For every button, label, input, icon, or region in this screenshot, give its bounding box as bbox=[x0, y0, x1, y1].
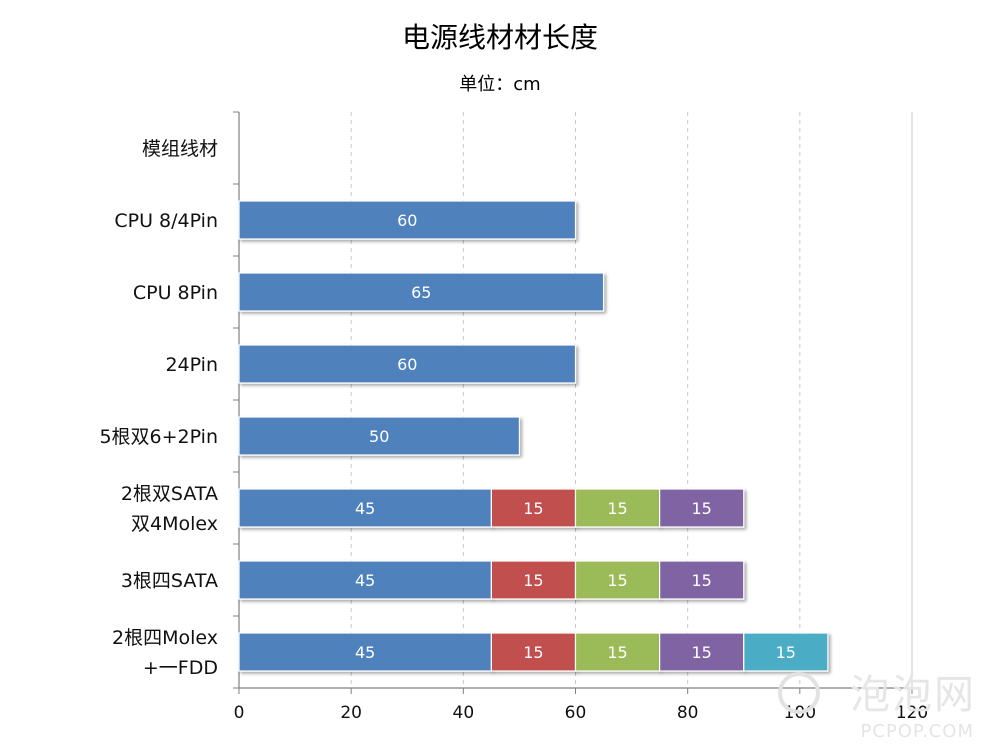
bar-segment bbox=[238, 488, 492, 528]
data-label: 45 bbox=[355, 571, 375, 590]
data-label: 15 bbox=[607, 643, 627, 662]
data-label: 45 bbox=[355, 499, 375, 518]
bar-segment bbox=[574, 632, 661, 672]
data-label: 45 bbox=[355, 643, 375, 662]
data-label: 15 bbox=[523, 643, 543, 662]
data-label: 15 bbox=[692, 499, 712, 518]
category-label: +一FDD bbox=[143, 657, 218, 679]
category-label: CPU 8/4Pin bbox=[114, 210, 218, 232]
category-label: 24Pin bbox=[165, 354, 218, 376]
chart-title: 电源线材材长度 bbox=[401, 21, 598, 54]
data-label: 15 bbox=[523, 499, 543, 518]
data-label: 15 bbox=[692, 643, 712, 662]
data-label: 60 bbox=[397, 211, 417, 230]
x-tick-label: 60 bbox=[565, 703, 587, 723]
bar-segment bbox=[490, 560, 577, 600]
category-label: 双4Molex bbox=[131, 513, 218, 535]
bar-segment bbox=[659, 632, 745, 672]
bar-segment bbox=[238, 416, 521, 456]
data-label: 15 bbox=[776, 643, 796, 662]
chart-subtitle: 单位：cm bbox=[459, 74, 541, 95]
data-label: 65 bbox=[411, 283, 431, 302]
bar-segment bbox=[659, 488, 745, 528]
data-label: 15 bbox=[692, 571, 712, 590]
watermark-text: 泡泡网 bbox=[850, 672, 976, 718]
x-tick-label: 120 bbox=[896, 703, 928, 723]
bar-segment bbox=[659, 560, 745, 600]
bar-segment bbox=[574, 488, 661, 528]
data-label: 15 bbox=[607, 499, 627, 518]
watermark-logo-icon bbox=[778, 672, 820, 714]
x-tick-label: 0 bbox=[234, 703, 245, 723]
bar-segment bbox=[574, 560, 661, 600]
bar-segment bbox=[490, 632, 577, 672]
data-label: 60 bbox=[397, 355, 417, 374]
x-tick-label: 40 bbox=[453, 703, 475, 723]
x-tick-label: 20 bbox=[340, 703, 362, 723]
category-label: 模组线材 bbox=[142, 138, 218, 160]
category-label: 5根双6+2Pin bbox=[99, 426, 218, 448]
data-label: 15 bbox=[523, 571, 543, 590]
bar-segment bbox=[238, 560, 492, 600]
category-label: 2根四Molex bbox=[112, 627, 218, 649]
x-tick-label: 80 bbox=[677, 703, 699, 723]
category-label: CPU 8Pin bbox=[133, 282, 218, 304]
bar-segment bbox=[743, 632, 829, 672]
watermark-subtext: PCPOP.COM bbox=[860, 721, 974, 742]
bar-segment bbox=[238, 632, 492, 672]
data-label: 15 bbox=[607, 571, 627, 590]
bar-segment bbox=[238, 200, 577, 240]
bar-segment bbox=[238, 272, 605, 312]
data-label: 50 bbox=[369, 427, 389, 446]
category-label: 2根双SATA bbox=[121, 483, 218, 505]
bar-segment bbox=[238, 344, 577, 384]
category-label: 3根四SATA bbox=[121, 570, 218, 592]
